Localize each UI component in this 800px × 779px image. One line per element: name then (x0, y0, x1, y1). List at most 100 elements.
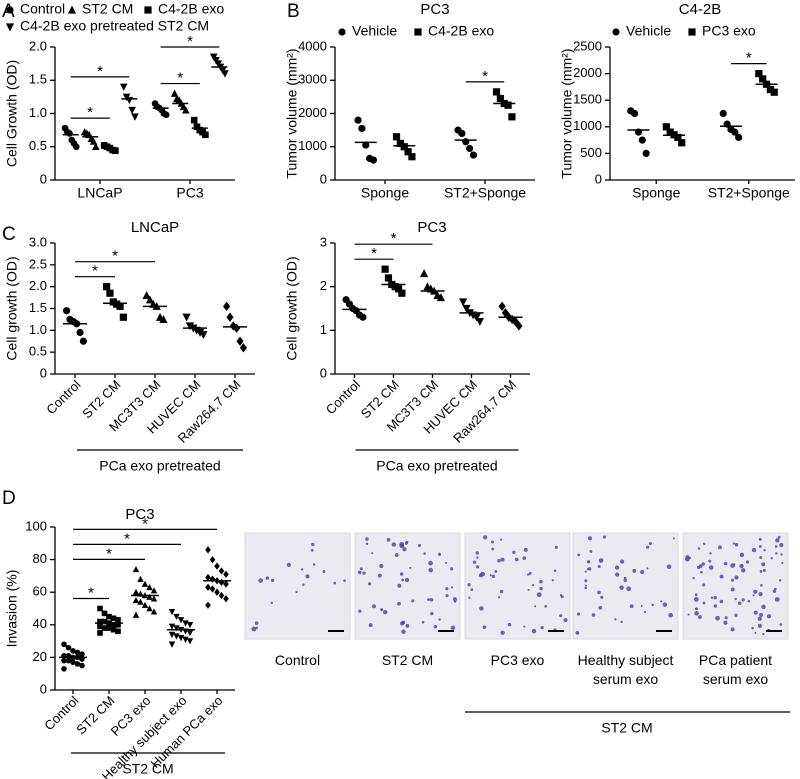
stained-cell (724, 616, 728, 620)
stained-cell (709, 552, 712, 555)
stained-cell (702, 583, 706, 587)
stained-cell (695, 607, 698, 611)
data-point (221, 70, 229, 78)
data-point (358, 124, 366, 133)
stained-cell (491, 547, 495, 551)
data-point (381, 265, 389, 273)
stained-cell (401, 578, 405, 582)
stained-cell (640, 569, 645, 575)
data-point (106, 625, 112, 631)
stained-cell (357, 570, 362, 575)
stained-cell (468, 596, 471, 599)
stained-cell (780, 553, 783, 556)
stained-cell (692, 576, 695, 580)
stained-cell (781, 561, 784, 565)
data-point (115, 628, 121, 635)
stained-cell (523, 547, 528, 552)
stained-cell (615, 572, 620, 577)
micrograph (244, 532, 351, 640)
stained-cell (775, 538, 780, 543)
data-point (384, 274, 393, 282)
stained-cell (701, 562, 705, 566)
data-point (759, 75, 767, 83)
stained-cell (467, 583, 471, 587)
data-point (141, 580, 149, 587)
y-axis-label: Tumor volume (mm²) (284, 48, 300, 178)
stained-cell (359, 567, 363, 571)
data-point (666, 128, 674, 136)
micrograph (354, 532, 461, 640)
stained-cell (527, 588, 530, 592)
data-point (89, 137, 98, 145)
significance-label: * (391, 230, 397, 247)
data-point (369, 156, 378, 164)
data-point (205, 573, 211, 582)
data-point (177, 617, 185, 624)
stained-cell (747, 599, 751, 603)
stained-cell (626, 586, 631, 592)
significance-label: * (371, 245, 377, 262)
stained-cell (587, 567, 592, 571)
chart-title: PC3 (417, 219, 446, 236)
stained-cell (730, 627, 735, 632)
stained-cell (559, 614, 563, 618)
data-point (226, 312, 234, 322)
stained-cell (584, 584, 588, 587)
panel-label: B (287, 1, 300, 22)
stained-cell (772, 589, 777, 594)
stained-cell (394, 553, 399, 557)
stained-cell (544, 604, 548, 608)
legend-label: Vehicle (626, 23, 671, 39)
stained-cell (602, 535, 607, 539)
stained-cell (450, 567, 454, 571)
stained-cell (527, 573, 530, 576)
stained-cell (540, 625, 544, 630)
stained-cell (688, 556, 691, 560)
data-point (70, 659, 76, 666)
stained-cell (584, 586, 588, 590)
significance-label: * (87, 104, 93, 121)
y-tick-label: 0.5 (29, 344, 47, 359)
data-point (458, 129, 466, 138)
x-tick-label: PC3 (176, 185, 203, 201)
stained-cell (445, 594, 449, 598)
data-point (205, 583, 211, 591)
stained-cell (499, 589, 504, 594)
stained-cell (311, 542, 315, 547)
data-point (92, 142, 100, 151)
chart-title: PC3 (420, 1, 449, 18)
data-point (168, 608, 176, 616)
stained-cell (760, 583, 763, 587)
data-point (218, 591, 225, 600)
stained-cell (708, 565, 714, 570)
stained-cell (730, 578, 735, 582)
stained-cell (741, 598, 745, 602)
data-point (462, 138, 470, 146)
data-point (112, 147, 119, 155)
stained-cell (438, 618, 441, 621)
stained-cell (362, 571, 366, 575)
stained-cell (646, 567, 649, 570)
y-tick-label: 500 (580, 145, 602, 160)
data-point (462, 304, 471, 313)
stained-cell (514, 557, 519, 562)
stained-cell (697, 547, 701, 550)
data-point (97, 630, 103, 636)
data-point (65, 644, 72, 651)
data-point (101, 610, 108, 617)
micrograph (572, 532, 679, 640)
data-point (466, 144, 474, 153)
data-point (168, 631, 176, 638)
stained-cell (405, 623, 410, 628)
data-point (145, 295, 155, 304)
data-point (106, 613, 112, 620)
data-point (218, 567, 225, 575)
data-point (146, 593, 153, 600)
stained-cell (409, 566, 412, 569)
stained-cell (732, 542, 736, 545)
stained-cell (270, 578, 275, 583)
data-point (97, 623, 103, 630)
stained-cell (483, 535, 488, 540)
data-point (103, 283, 111, 291)
